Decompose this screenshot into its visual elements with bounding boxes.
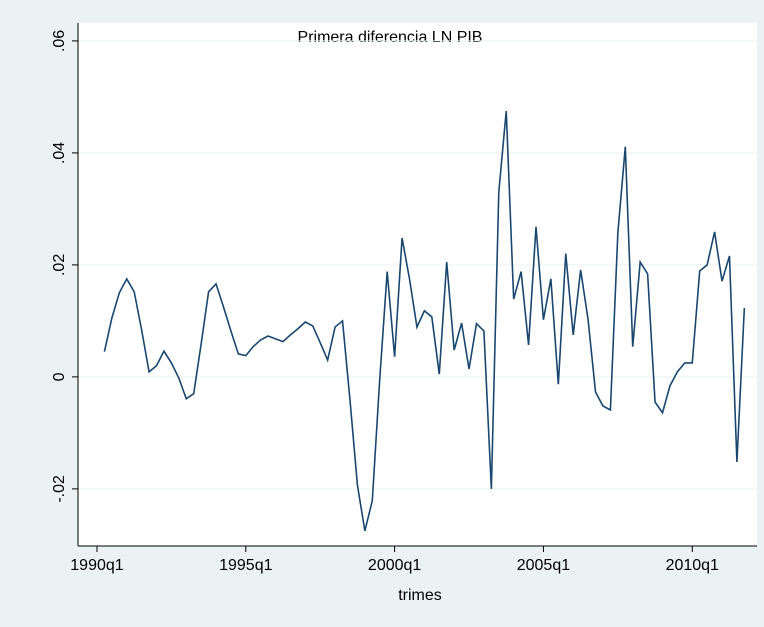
y-tick-label: .02 (51, 254, 68, 276)
x-tick-label: 2005q1 (517, 557, 570, 574)
x-axis-title: trimes (398, 587, 442, 604)
y-tick-label: 0 (51, 372, 68, 381)
x-tick-label: 1995q1 (219, 557, 272, 574)
y-tick-label: .04 (51, 142, 68, 164)
chart-title: Primera diferencia LN PIB (298, 29, 483, 46)
y-tick-label: -.02 (51, 475, 68, 503)
plot-area (78, 23, 757, 546)
y-tick-label: .06 (51, 30, 68, 52)
x-tick-label: 2010q1 (666, 557, 719, 574)
x-tick-label: 1990q1 (70, 557, 123, 574)
data-line (103, 110, 746, 532)
x-tick-label: 2000q1 (368, 557, 421, 574)
